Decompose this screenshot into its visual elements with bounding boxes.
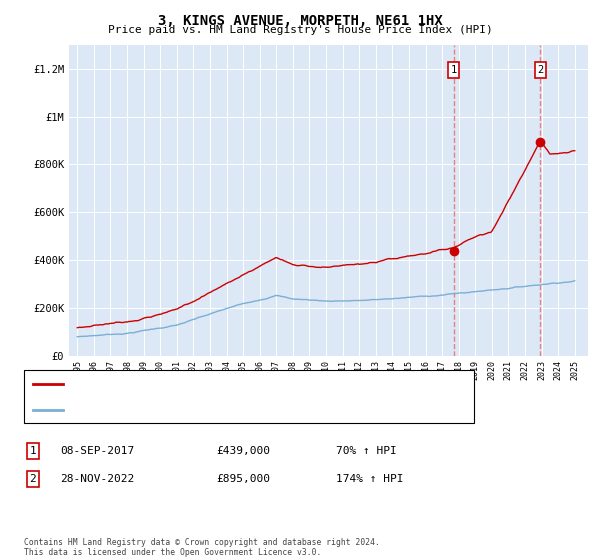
- Text: 28-NOV-2022: 28-NOV-2022: [60, 474, 134, 484]
- Text: £439,000: £439,000: [216, 446, 270, 456]
- Text: 2: 2: [29, 474, 37, 484]
- Text: £895,000: £895,000: [216, 474, 270, 484]
- Text: Contains HM Land Registry data © Crown copyright and database right 2024.
This d: Contains HM Land Registry data © Crown c…: [24, 538, 380, 557]
- Text: Price paid vs. HM Land Registry's House Price Index (HPI): Price paid vs. HM Land Registry's House …: [107, 25, 493, 35]
- Text: 2: 2: [537, 65, 544, 75]
- Text: 3, KINGS AVENUE, MORPETH, NE61 1HX (detached house): 3, KINGS AVENUE, MORPETH, NE61 1HX (deta…: [69, 380, 388, 390]
- Text: 08-SEP-2017: 08-SEP-2017: [60, 446, 134, 456]
- Text: 3, KINGS AVENUE, MORPETH, NE61 1HX: 3, KINGS AVENUE, MORPETH, NE61 1HX: [158, 14, 442, 28]
- Text: 70% ↑ HPI: 70% ↑ HPI: [336, 446, 397, 456]
- Text: 174% ↑ HPI: 174% ↑ HPI: [336, 474, 404, 484]
- Text: HPI: Average price, detached house, Northumberland: HPI: Average price, detached house, Nort…: [69, 404, 382, 414]
- Text: 1: 1: [29, 446, 37, 456]
- Text: 1: 1: [451, 65, 457, 75]
